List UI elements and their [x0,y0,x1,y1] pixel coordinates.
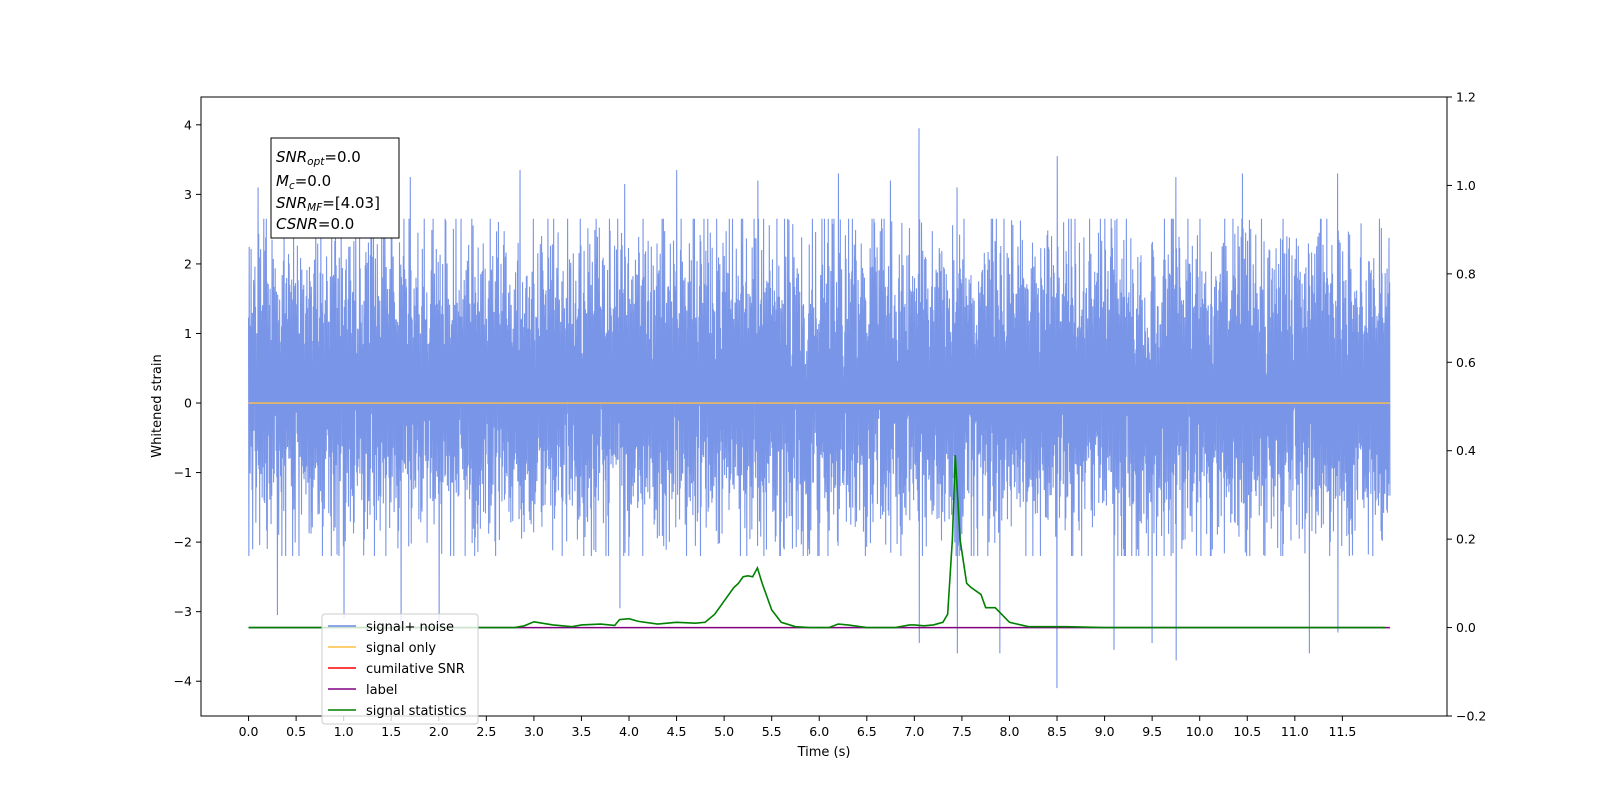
x-tick-label: 6.0 [809,724,829,739]
y2-tick-label: 0.4 [1456,443,1476,458]
annotation-csnr: CSNR=0.0 [276,215,354,233]
series-signal-statistics [248,455,1386,629]
x-tick-label: 4.0 [619,724,639,739]
y2-tick-label: 0.8 [1456,266,1476,281]
x-tick-label: 0.0 [239,724,259,739]
x-axis-label: Time (s) [797,745,851,760]
y-tick-label: −2 [174,535,192,550]
x-tick-label: 10.5 [1233,724,1261,739]
x-tick-label: 6.5 [857,724,877,739]
y-tick-label: 1 [184,326,192,341]
x-tick-label: 7.5 [952,724,972,739]
y-tick-label: 2 [184,256,192,271]
annotation-frame [270,137,400,239]
x-tick-label: 9.5 [1142,724,1162,739]
y-tick-label: 3 [184,187,192,202]
y-axis-label: Whitened strain [150,354,165,457]
annotation-box: SNRopt=0.0 Mc=0.0 SNRMF=[4.03] CSNR=0.0 [270,137,400,239]
legend-label-signal-statistics: signal statistics [366,704,467,719]
y2-tick-label: 0.0 [1456,620,1476,635]
y-tick-label: −1 [174,465,192,480]
x-tick-label: 0.5 [286,724,306,739]
x-tick-label: 11.0 [1281,724,1309,739]
y2-tick-label: 1.2 [1456,90,1476,105]
annotation-snr-opt: SNRopt=0.0 [276,148,361,168]
y-axis-left: −4 −3 −2 −1 0 1 2 3 4 [174,117,201,689]
x-tick-label: 1.5 [381,724,401,739]
legend-label-cumulative-snr: cumilative SNR [366,662,465,677]
x-tick-label: 8.5 [1047,724,1067,739]
legend-label-label: label [366,683,397,698]
y-tick-label: −4 [174,674,192,689]
x-tick-label: 8.0 [1000,724,1020,739]
plot-frame [200,96,1448,717]
legend-label-signal-only: signal only [366,641,436,656]
x-tick-label: 11.5 [1328,724,1356,739]
x-tick-label: 7.0 [904,724,924,739]
x-tick-label: 4.5 [667,724,687,739]
x-axis: 0.0 0.5 1.0 1.5 2.0 2.5 3.0 3.5 4.0 4.5 5.0 5.5 6.0 6… [239,716,1356,739]
x-tick-label: 1.0 [334,724,354,739]
x-tick-label: 2.5 [476,724,496,739]
y2-tick-label: 1.0 [1456,178,1476,193]
x-tick-label: 5.5 [762,724,782,739]
x-tick-label: 3.0 [524,724,544,739]
annotation-snr-mf: SNRMF=[4.03] [276,194,380,214]
y-axis-right: −0.2 0.0 0.2 0.4 0.6 0.8 1.0 1.2 [1447,90,1486,724]
series-signal-plus-noise [248,128,1391,689]
legend-label-signal-plus-noise: signal+ noise [366,620,454,635]
y2-tick-label: 0.6 [1456,355,1476,370]
x-tick-label: 5.0 [714,724,734,739]
y-tick-label: 4 [184,117,192,132]
x-tick-label: 3.5 [572,724,592,739]
y2-tick-label: 0.2 [1456,532,1476,547]
x-tick-label: 10.0 [1186,724,1214,739]
y-tick-label: −3 [174,604,192,619]
y2-tick-label: −0.2 [1456,709,1486,724]
y-tick-label: 0 [184,396,192,411]
x-tick-label: 9.0 [1095,724,1115,739]
legend: signal+ noise signal only cumilative SNR… [321,613,479,725]
legend-frame [321,613,479,725]
annotation-mc: Mc=0.0 [276,172,331,192]
x-tick-label: 2.0 [429,724,449,739]
